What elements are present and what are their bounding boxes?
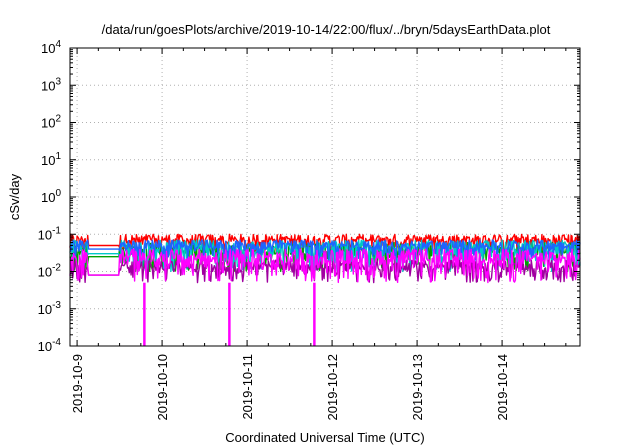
y-tick-label: 10-3: [38, 300, 62, 317]
x-tick-label: 2019-10-12: [325, 354, 340, 421]
x-tick-label: 2019-10-13: [410, 354, 425, 421]
x-tick-label: 2019-10-11: [240, 354, 255, 420]
y-tick-label: 103: [41, 76, 61, 93]
x-axis: 2019-10-9 2019-10-10 2019-10-11 2019-10-12 2…: [70, 48, 567, 421]
series-line: [69, 248, 581, 284]
y-tick-label: 100: [41, 188, 61, 205]
y-tick-label: 104: [41, 39, 61, 56]
y-tick-label: 102: [41, 114, 61, 131]
chart-title: /data/run/goesPlots/archive/2019-10-14/2…: [102, 22, 551, 37]
series-group: [69, 233, 581, 346]
y-tick-label: 10-2: [38, 263, 62, 280]
series-line: [69, 239, 581, 261]
x-axis-label: Coordinated Universal Time (UTC): [225, 430, 424, 445]
y-axis-label: cSv/day: [7, 173, 22, 220]
grid: [70, 48, 580, 346]
x-tick-label: 2019-10-9: [70, 354, 85, 413]
y-tick-label: 101: [41, 151, 61, 168]
y-tick-label: 10-4: [38, 337, 62, 354]
x-tick-label: 2019-10-14: [495, 354, 510, 421]
y-tick-label: 10-1: [38, 225, 62, 242]
x-tick-label: 2019-10-10: [155, 354, 170, 421]
